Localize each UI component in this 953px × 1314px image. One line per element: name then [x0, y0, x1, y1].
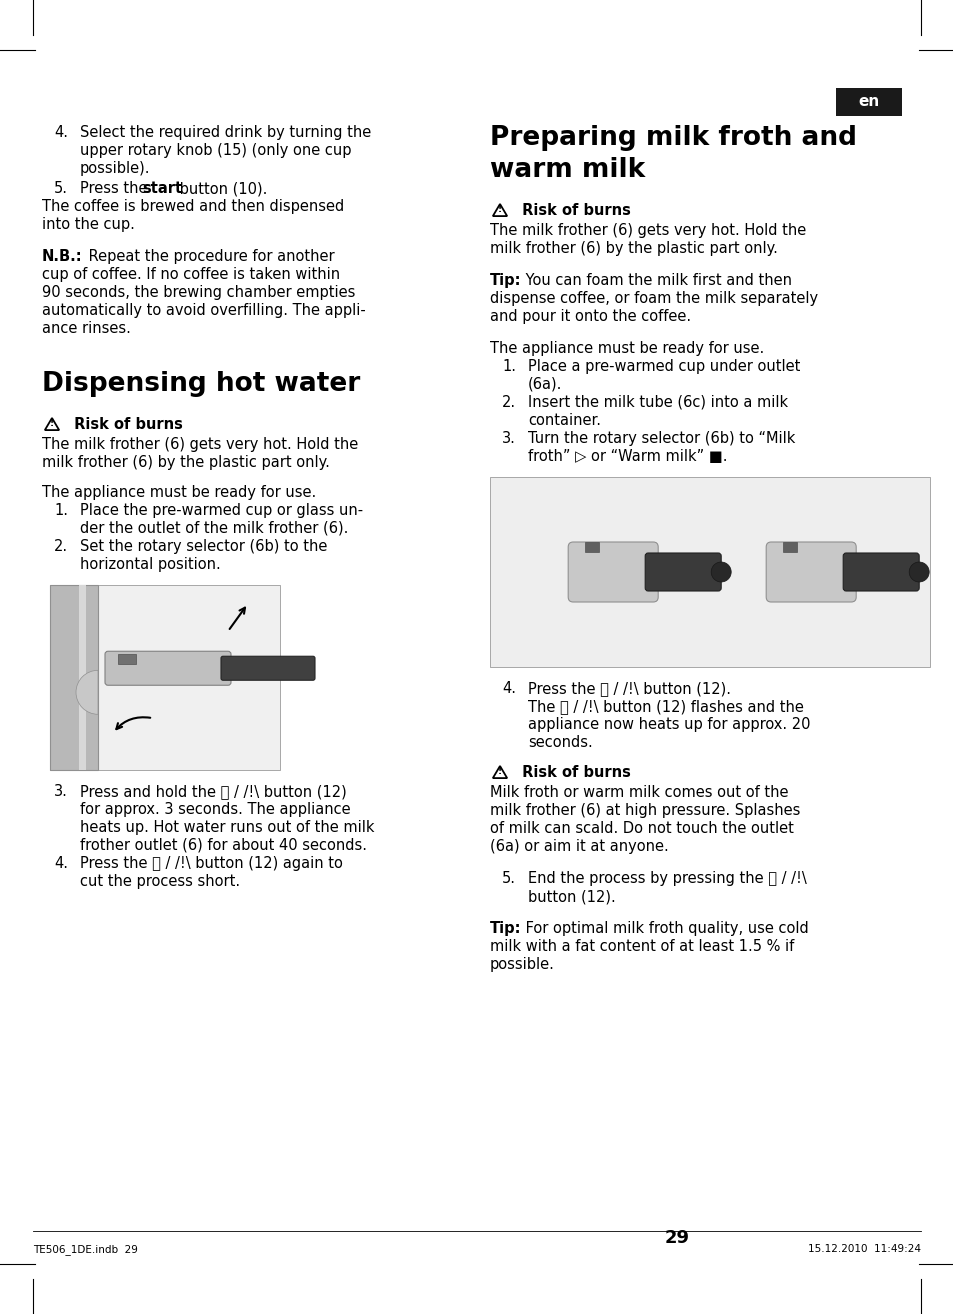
Text: seconds.: seconds. [527, 735, 592, 750]
Text: Preparing milk froth and: Preparing milk froth and [490, 125, 856, 151]
Circle shape [710, 562, 730, 582]
Text: Dispensing hot water: Dispensing hot water [42, 371, 360, 397]
Text: dispense coffee, or foam the milk separately: dispense coffee, or foam the milk separa… [490, 290, 818, 306]
Text: Turn the rotary selector (6b) to “Milk: Turn the rotary selector (6b) to “Milk [527, 431, 795, 445]
Text: start: start [142, 181, 182, 196]
Text: Milk froth or warm milk comes out of the: Milk froth or warm milk comes out of the [490, 784, 788, 800]
FancyBboxPatch shape [221, 656, 314, 681]
Text: button (10).: button (10). [174, 181, 267, 196]
FancyBboxPatch shape [842, 553, 919, 591]
Text: froth” ▷ or “Warm milk” ■.: froth” ▷ or “Warm milk” ■. [527, 449, 727, 464]
Text: milk frother (6) by the plastic part only.: milk frother (6) by the plastic part onl… [490, 240, 777, 256]
Text: For optimal milk froth quality, use cold: For optimal milk froth quality, use cold [520, 921, 808, 936]
Text: 3.: 3. [54, 784, 68, 799]
Text: button (12).: button (12). [527, 890, 615, 904]
Text: 4.: 4. [501, 681, 516, 696]
Text: The milk frother (6) gets very hot. Hold the: The milk frother (6) gets very hot. Hold… [490, 223, 805, 238]
Text: 5.: 5. [501, 871, 516, 886]
Text: horizontal position.: horizontal position. [80, 557, 220, 572]
Text: TE506_1DE.indb  29: TE506_1DE.indb 29 [33, 1244, 138, 1255]
Text: Press and hold the ⍨ / /!\ button (12): Press and hold the ⍨ / /!\ button (12) [80, 784, 346, 799]
Text: warm milk: warm milk [490, 156, 644, 183]
Text: heats up. Hot water runs out of the milk: heats up. Hot water runs out of the milk [80, 820, 375, 834]
Text: Place a pre-warmed cup under outlet: Place a pre-warmed cup under outlet [527, 359, 800, 374]
Bar [782, 541, 797, 552]
Text: Press the ⍨ / /!\ button (12) again to: Press the ⍨ / /!\ button (12) again to [80, 855, 342, 871]
Text: 29: 29 [664, 1229, 689, 1247]
Bar [50, 585, 98, 770]
Text: frother outlet (6) for about 40 seconds.: frother outlet (6) for about 40 seconds. [80, 838, 367, 853]
Text: and pour it onto the coffee.: and pour it onto the coffee. [490, 309, 690, 325]
Text: milk with a fat content of at least 1.5 % if: milk with a fat content of at least 1.5 … [490, 940, 794, 954]
FancyBboxPatch shape [568, 541, 658, 602]
Text: Select the required drink by turning the: Select the required drink by turning the [80, 125, 371, 141]
Text: Place the pre-warmed cup or glass un-: Place the pre-warmed cup or glass un- [80, 503, 363, 518]
Text: The ⍨ / /!\ button (12) flashes and the: The ⍨ / /!\ button (12) flashes and the [527, 699, 803, 714]
Text: Tip:: Tip: [490, 273, 521, 288]
Text: der the outlet of the milk frother (6).: der the outlet of the milk frother (6). [80, 520, 348, 536]
Text: The milk frother (6) gets very hot. Hold the: The milk frother (6) gets very hot. Hold… [42, 438, 358, 452]
Text: Risk of burns: Risk of burns [517, 765, 630, 781]
Text: 15.12.2010  11:49:24: 15.12.2010 11:49:24 [807, 1244, 920, 1254]
Text: of milk can scald. Do not touch the outlet: of milk can scald. Do not touch the outl… [490, 821, 793, 836]
Text: possible).: possible). [80, 162, 151, 176]
Text: (6a) or aim it at anyone.: (6a) or aim it at anyone. [490, 840, 668, 854]
Text: 4.: 4. [54, 125, 68, 141]
FancyBboxPatch shape [105, 652, 231, 685]
Text: 3.: 3. [501, 431, 516, 445]
Text: cup of coffee. If no coffee is taken within: cup of coffee. If no coffee is taken wit… [42, 267, 340, 283]
Text: en: en [858, 95, 879, 109]
Text: The appliance must be ready for use.: The appliance must be ready for use. [42, 485, 315, 501]
Text: !: ! [50, 419, 54, 428]
Text: container.: container. [527, 413, 600, 428]
Bar [584, 541, 598, 552]
Text: ance rinses.: ance rinses. [42, 321, 131, 336]
Text: You can foam the milk first and then: You can foam the milk first and then [520, 273, 791, 288]
Bar [79, 585, 86, 770]
Bar [118, 654, 136, 665]
Text: Risk of burns: Risk of burns [517, 202, 630, 218]
Text: Press the ⍨ / /!\ button (12).: Press the ⍨ / /!\ button (12). [527, 681, 730, 696]
Text: 1.: 1. [54, 503, 68, 518]
FancyBboxPatch shape [644, 553, 720, 591]
Text: automatically to avoid overfilling. The appli-: automatically to avoid overfilling. The … [42, 304, 365, 318]
Text: (6a).: (6a). [527, 377, 561, 392]
Text: 90 seconds, the brewing chamber empties: 90 seconds, the brewing chamber empties [42, 285, 355, 300]
Text: 2.: 2. [54, 539, 68, 555]
FancyBboxPatch shape [765, 541, 855, 602]
Text: N.B.:: N.B.: [42, 248, 83, 264]
Bar [50, 585, 280, 770]
Text: milk frother (6) by the plastic part only.: milk frother (6) by the plastic part onl… [42, 455, 330, 470]
Text: 1.: 1. [501, 359, 516, 374]
Text: 5.: 5. [54, 181, 68, 196]
Text: !: ! [497, 205, 501, 214]
Text: appliance now heats up for approx. 20: appliance now heats up for approx. 20 [527, 717, 810, 732]
Bar [835, 88, 901, 116]
Text: Repeat the procedure for another: Repeat the procedure for another [84, 248, 335, 264]
Text: cut the process short.: cut the process short. [80, 874, 240, 890]
Wedge shape [76, 670, 98, 715]
Circle shape [908, 562, 928, 582]
Bar [490, 477, 929, 668]
Text: Insert the milk tube (6c) into a milk: Insert the milk tube (6c) into a milk [527, 396, 787, 410]
Text: for approx. 3 seconds. The appliance: for approx. 3 seconds. The appliance [80, 802, 351, 817]
Text: End the process by pressing the ⍨ / /!\: End the process by pressing the ⍨ / /!\ [527, 871, 806, 886]
Text: Press the: Press the [80, 181, 152, 196]
Text: Risk of burns: Risk of burns [69, 417, 183, 432]
Text: upper rotary knob (15) (only one cup: upper rotary knob (15) (only one cup [80, 143, 351, 158]
Text: !: ! [497, 767, 501, 777]
Text: Set the rotary selector (6b) to the: Set the rotary selector (6b) to the [80, 539, 327, 555]
Text: 2.: 2. [501, 396, 516, 410]
Text: The coffee is brewed and then dispensed: The coffee is brewed and then dispensed [42, 198, 344, 214]
Text: 4.: 4. [54, 855, 68, 871]
Text: Tip:: Tip: [490, 921, 521, 936]
Text: milk frother (6) at high pressure. Splashes: milk frother (6) at high pressure. Splas… [490, 803, 800, 819]
Text: The appliance must be ready for use.: The appliance must be ready for use. [490, 342, 763, 356]
Text: possible.: possible. [490, 957, 555, 972]
Text: into the cup.: into the cup. [42, 217, 134, 233]
